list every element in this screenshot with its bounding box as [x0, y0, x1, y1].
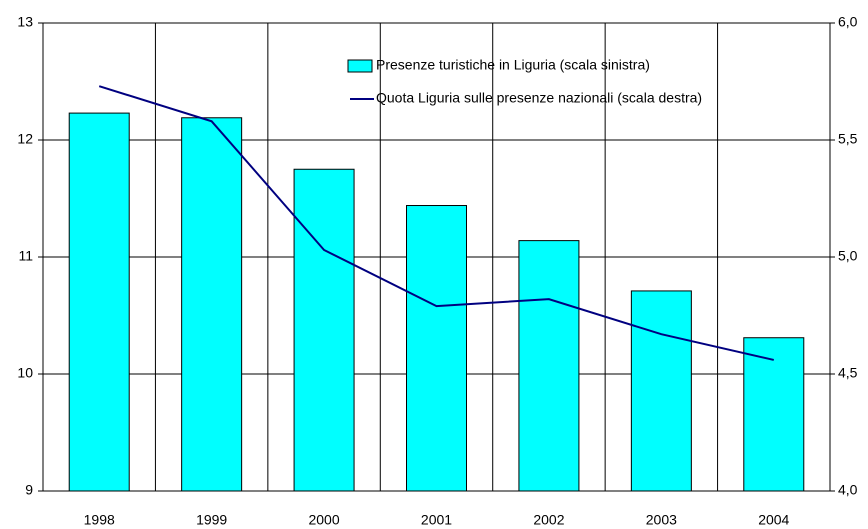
y2-tick-label: 4,5 [838, 365, 858, 381]
line-series [98, 85, 775, 361]
x-tick-label: 1998 [84, 512, 115, 528]
x-tick-label: 1999 [196, 512, 227, 528]
bar [630, 290, 692, 492]
x-tick-label: 2004 [758, 512, 789, 528]
bar [293, 168, 355, 492]
x-tick-label: 2003 [646, 512, 677, 528]
y-tick-label: 11 [18, 248, 33, 264]
legend-label: Quota Liguria sulle presenze nazionali (… [376, 90, 702, 106]
bar [181, 117, 243, 492]
y-tick-label: 9 [25, 482, 33, 498]
y2-tick-label: 5,0 [838, 248, 858, 264]
plot-border [42, 22, 831, 492]
bar [743, 337, 805, 492]
y2-tick-label: 6,0 [838, 14, 858, 30]
y2-tick-label: 5,5 [838, 131, 858, 147]
y-tick-label: 10 [17, 365, 33, 381]
y2-tick-label: 4,0 [838, 482, 858, 498]
bar [518, 240, 580, 492]
legend-swatch [347, 59, 373, 73]
legend-label: Presenze turistiche in Liguria (scala si… [376, 57, 650, 73]
x-tick-label: 2002 [533, 512, 564, 528]
x-tick-label: 2000 [308, 512, 339, 528]
y-tick-label: 13 [17, 14, 33, 30]
bar [68, 112, 130, 492]
bar [406, 205, 467, 492]
y-tick-label: 12 [17, 131, 33, 147]
x-tick-label: 2001 [421, 512, 452, 528]
